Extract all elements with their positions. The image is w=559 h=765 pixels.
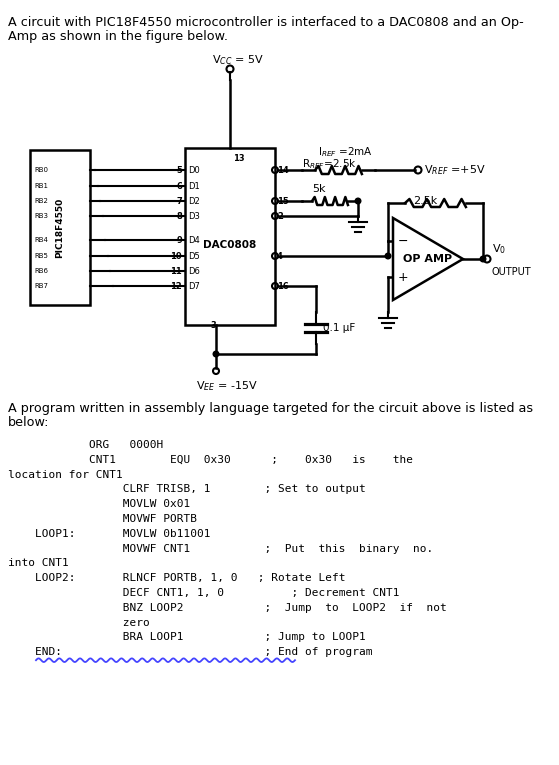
Polygon shape bbox=[393, 218, 463, 300]
Text: Amp as shown in the figure below.: Amp as shown in the figure below. bbox=[8, 30, 228, 43]
Text: 7: 7 bbox=[176, 197, 182, 206]
Text: D7: D7 bbox=[188, 282, 200, 291]
Text: V$_{REF}$ =+5V: V$_{REF}$ =+5V bbox=[424, 163, 486, 177]
Text: 5: 5 bbox=[176, 165, 182, 174]
Text: 8: 8 bbox=[176, 211, 182, 220]
Text: RB6: RB6 bbox=[34, 268, 48, 274]
Text: RB4: RB4 bbox=[34, 237, 48, 243]
Bar bbox=[30, 150, 90, 305]
Text: 14: 14 bbox=[277, 165, 289, 174]
Text: 12: 12 bbox=[170, 282, 182, 291]
Text: MOVWF PORTB: MOVWF PORTB bbox=[8, 514, 197, 524]
Text: RB2: RB2 bbox=[34, 198, 48, 204]
Text: DAC0808: DAC0808 bbox=[203, 239, 257, 249]
Text: OUTPUT: OUTPUT bbox=[492, 267, 532, 277]
Text: 3: 3 bbox=[210, 321, 216, 330]
Text: D4: D4 bbox=[188, 236, 200, 245]
Text: 0.1 μF: 0.1 μF bbox=[323, 323, 356, 333]
Text: 13: 13 bbox=[233, 154, 245, 162]
Text: D5: D5 bbox=[188, 252, 200, 261]
Text: RB0: RB0 bbox=[34, 167, 48, 173]
Text: RB1: RB1 bbox=[34, 183, 48, 189]
Text: 4: 4 bbox=[277, 252, 283, 261]
Text: A program written in assembly language targeted for the circuit above is listed : A program written in assembly language t… bbox=[8, 402, 533, 415]
Text: V$_{EE}$ = -15V: V$_{EE}$ = -15V bbox=[196, 379, 258, 393]
Circle shape bbox=[480, 256, 486, 262]
Text: V$_{CC}$ = 5V: V$_{CC}$ = 5V bbox=[212, 53, 264, 67]
Text: I$_{REF}$ =2mA: I$_{REF}$ =2mA bbox=[318, 145, 373, 159]
Text: D6: D6 bbox=[188, 266, 200, 275]
Text: OP AMP: OP AMP bbox=[404, 254, 453, 264]
Text: V$_0$: V$_0$ bbox=[492, 243, 506, 256]
Text: below:: below: bbox=[8, 416, 50, 429]
Text: into CNT1: into CNT1 bbox=[8, 558, 69, 568]
Text: BRA LOOP1            ; Jump to LOOP1: BRA LOOP1 ; Jump to LOOP1 bbox=[8, 633, 366, 643]
Text: RB7: RB7 bbox=[34, 283, 48, 289]
Text: LOOP2:       RLNCF PORTB, 1, 0   ; Rotate Left: LOOP2: RLNCF PORTB, 1, 0 ; Rotate Left bbox=[8, 573, 345, 583]
Circle shape bbox=[213, 351, 219, 356]
Text: MOVWF CNT1           ;  Put  this  binary  no.: MOVWF CNT1 ; Put this binary no. bbox=[8, 544, 433, 554]
Circle shape bbox=[385, 253, 391, 259]
Text: 10: 10 bbox=[170, 252, 182, 261]
Text: D2: D2 bbox=[188, 197, 200, 206]
Text: BNZ LOOP2            ;  Jump  to  LOOP2  if  not: BNZ LOOP2 ; Jump to LOOP2 if not bbox=[8, 603, 447, 613]
Text: CNT1        EQU  0x30      ;    0x30   is    the: CNT1 EQU 0x30 ; 0x30 is the bbox=[8, 455, 413, 465]
Text: MOVLW 0x01: MOVLW 0x01 bbox=[8, 500, 190, 509]
Text: −: − bbox=[398, 234, 409, 247]
Text: DECF CNT1, 1, 0          ; Decrement CNT1: DECF CNT1, 1, 0 ; Decrement CNT1 bbox=[8, 588, 400, 598]
Text: 2: 2 bbox=[277, 211, 283, 220]
Text: 15: 15 bbox=[277, 197, 289, 206]
Text: zero: zero bbox=[8, 617, 150, 627]
Text: LOOP1:       MOVLW 0b11001: LOOP1: MOVLW 0b11001 bbox=[8, 529, 211, 539]
Text: 5k: 5k bbox=[312, 184, 325, 194]
Text: D0: D0 bbox=[188, 165, 200, 174]
Text: RB5: RB5 bbox=[34, 253, 48, 259]
Circle shape bbox=[355, 198, 361, 203]
Text: 2.5k: 2.5k bbox=[413, 196, 437, 206]
Text: 6: 6 bbox=[176, 181, 182, 190]
Text: 16: 16 bbox=[277, 282, 289, 291]
Text: CLRF TRISB, 1        ; Set to output: CLRF TRISB, 1 ; Set to output bbox=[8, 484, 366, 494]
Bar bbox=[185, 148, 275, 325]
Text: D3: D3 bbox=[188, 211, 200, 220]
Text: 9: 9 bbox=[176, 236, 182, 245]
Text: R$_{REF}$=2.5k: R$_{REF}$=2.5k bbox=[302, 157, 357, 171]
Text: PIC18F4550: PIC18F4550 bbox=[55, 197, 64, 258]
Text: 11: 11 bbox=[170, 266, 182, 275]
Text: location for CNT1: location for CNT1 bbox=[8, 470, 123, 480]
Text: A circuit with PIC18F4550 microcontroller is interfaced to a DAC0808 and an Op-: A circuit with PIC18F4550 microcontrolle… bbox=[8, 16, 524, 29]
Text: +: + bbox=[398, 271, 409, 284]
Text: D1: D1 bbox=[188, 181, 200, 190]
Text: RB3: RB3 bbox=[34, 213, 48, 219]
Text: ORG   0000H: ORG 0000H bbox=[8, 440, 163, 450]
Text: END:                              ; End of program: END: ; End of program bbox=[8, 647, 372, 657]
